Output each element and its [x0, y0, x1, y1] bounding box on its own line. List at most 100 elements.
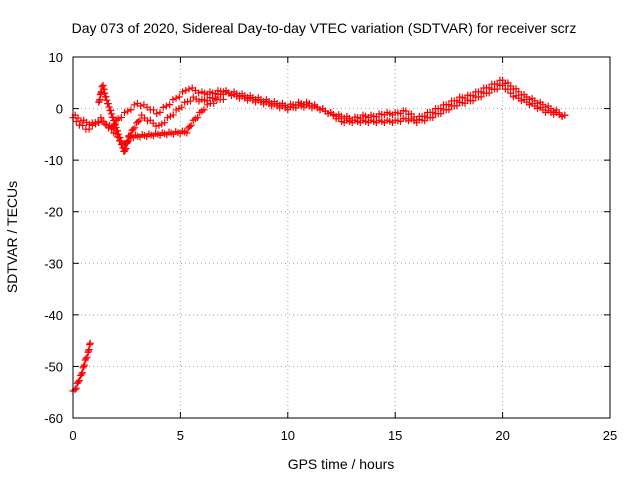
data-point [114, 115, 122, 123]
y-tick-label: -50 [44, 359, 63, 374]
data-point [114, 127, 122, 135]
data-point [136, 116, 144, 124]
data-point [429, 114, 437, 122]
data-points [69, 76, 569, 395]
data-point [185, 85, 193, 93]
data-point [469, 97, 477, 105]
y-tick-label: 10 [49, 50, 63, 65]
data-point [121, 109, 129, 117]
y-tick-label: -10 [44, 153, 63, 168]
data-point [153, 110, 161, 118]
data-point [156, 108, 164, 116]
data-point [74, 378, 82, 386]
data-point [178, 103, 186, 111]
data-point [117, 137, 125, 145]
data-point [219, 95, 227, 103]
data-point [186, 97, 194, 105]
data-point [561, 111, 569, 119]
x-tick-label: 10 [281, 428, 295, 443]
data-point [116, 134, 124, 142]
data-point [123, 138, 131, 146]
x-tick-label: 20 [495, 428, 509, 443]
data-point [110, 117, 118, 125]
data-point [104, 100, 112, 108]
data-point [107, 110, 115, 118]
data-point [131, 124, 139, 132]
data-point [507, 89, 515, 97]
series-track-A [69, 76, 569, 133]
data-point [172, 94, 180, 102]
data-point [137, 102, 145, 110]
data-point [169, 96, 177, 104]
data-point [102, 93, 110, 101]
data-point [124, 137, 132, 145]
data-point [75, 377, 83, 385]
data-point [78, 369, 86, 377]
y-tick-label: -40 [44, 308, 63, 323]
data-point [107, 106, 115, 114]
data-point [169, 111, 177, 119]
data-point [130, 101, 138, 109]
data-point [80, 362, 88, 370]
plot-frame [72, 56, 611, 419]
data-point [194, 114, 202, 122]
data-point [210, 99, 218, 107]
data-point [161, 119, 169, 127]
x-tick-label: 5 [177, 428, 184, 443]
y-tick-label: 0 [56, 102, 63, 117]
data-point [106, 121, 114, 129]
data-point [78, 370, 86, 378]
x-tick-label: 0 [69, 428, 76, 443]
data-point [162, 102, 170, 110]
data-point [166, 101, 174, 109]
series-early-drop [69, 339, 94, 395]
tick-marks [72, 56, 611, 419]
data-point [175, 93, 183, 101]
data-point [100, 117, 108, 125]
y-tick-labels: 10 0 -10 -20 -30 -40 -50 -60 [44, 50, 63, 426]
data-point [504, 85, 512, 93]
data-point [159, 103, 167, 111]
data-point [97, 114, 105, 122]
y-tick-label: -60 [44, 411, 63, 426]
data-point [118, 140, 126, 148]
data-point [134, 117, 142, 125]
data-point [437, 110, 445, 118]
x-tick-label: 15 [388, 428, 402, 443]
data-point [72, 384, 80, 392]
data-point [109, 113, 117, 121]
data-point [79, 121, 87, 129]
data-point [111, 120, 119, 128]
data-point [83, 353, 91, 361]
data-point [200, 106, 208, 114]
x-axis-label: GPS time / hours [288, 456, 395, 472]
data-point [86, 339, 94, 347]
data-point [122, 144, 130, 152]
data-point [477, 93, 485, 101]
data-point [195, 89, 203, 97]
data-point [499, 81, 507, 89]
data-point [112, 123, 120, 131]
data-point [186, 123, 194, 131]
y-tick-label: -30 [44, 256, 63, 271]
data-point [183, 129, 191, 137]
series-track-B [71, 81, 569, 152]
data-point [105, 103, 113, 111]
data-point [124, 107, 132, 115]
data-point [121, 146, 129, 154]
x-tick-labels: 0 5 10 15 20 25 [69, 428, 617, 443]
data-point [179, 88, 187, 96]
data-point [114, 130, 122, 138]
data-point [103, 96, 111, 104]
data-point [453, 102, 461, 110]
data-point [82, 355, 90, 363]
data-point [485, 89, 493, 97]
data-point [80, 361, 88, 369]
chart-title: Day 073 of 2020, Sidereal Day-to-day VTE… [72, 20, 577, 36]
series-spikes [95, 81, 227, 155]
data-point [129, 125, 137, 133]
data-point [182, 87, 190, 95]
x-tick-label: 25 [603, 428, 617, 443]
data-point [117, 114, 125, 122]
